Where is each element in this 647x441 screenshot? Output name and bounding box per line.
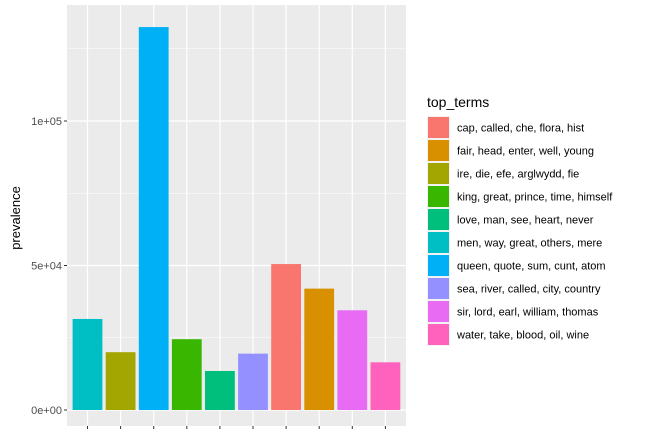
bar <box>370 362 401 410</box>
legend-swatch <box>428 278 449 299</box>
bar <box>271 264 301 410</box>
legend-label: water, take, blood, oil, wine <box>456 330 589 342</box>
legend-swatch <box>428 140 449 161</box>
legend-swatch <box>428 232 449 253</box>
legend-label: cap, called, che, flora, hist <box>457 123 584 135</box>
bar <box>171 339 202 410</box>
y-tick-label: 1e+05 <box>31 116 62 128</box>
bar <box>105 352 136 410</box>
legend-label: queen, quote, sum, cunt, atom <box>457 261 606 273</box>
bar <box>337 310 368 410</box>
bars <box>72 27 401 410</box>
legend-swatch <box>428 324 449 345</box>
legend-label: ire, die, efe, arglwydd, fie <box>457 169 579 181</box>
legend-label: fair, head, enter, well, young <box>457 146 594 158</box>
legend-label: sea, river, called, city, country <box>457 284 601 296</box>
x-axis <box>87 426 386 429</box>
y-tick-label: 0e+00 <box>31 405 62 417</box>
legend-swatch <box>428 117 449 138</box>
legend-swatch <box>428 255 449 276</box>
bar <box>138 27 169 410</box>
legend-swatch <box>428 163 449 184</box>
legend-label: sir, lord, earl, william, thomas <box>457 307 599 319</box>
y-axis: 0e+00 5e+04 1e+05 <box>31 116 67 417</box>
legend-title: top_terms <box>427 94 489 110</box>
legend-label: men, way, great, others, mere <box>457 238 602 250</box>
legend-label: love, man, see, heart, never <box>457 215 594 227</box>
bar <box>205 370 235 410</box>
y-axis-title: prevalence <box>8 186 23 250</box>
bar <box>304 288 335 410</box>
legend: top_terms cap, called, che, flora, hist f… <box>427 94 613 346</box>
legend-items: cap, called, che, flora, hist fair, head,… <box>427 116 613 346</box>
bar <box>72 318 103 410</box>
y-tick-label: 5e+04 <box>31 261 62 273</box>
legend-swatch <box>428 209 449 230</box>
legend-swatch <box>428 301 449 322</box>
bar <box>238 353 268 410</box>
legend-swatch <box>428 186 449 207</box>
legend-label: king, great, prince, time, himself <box>457 192 613 204</box>
